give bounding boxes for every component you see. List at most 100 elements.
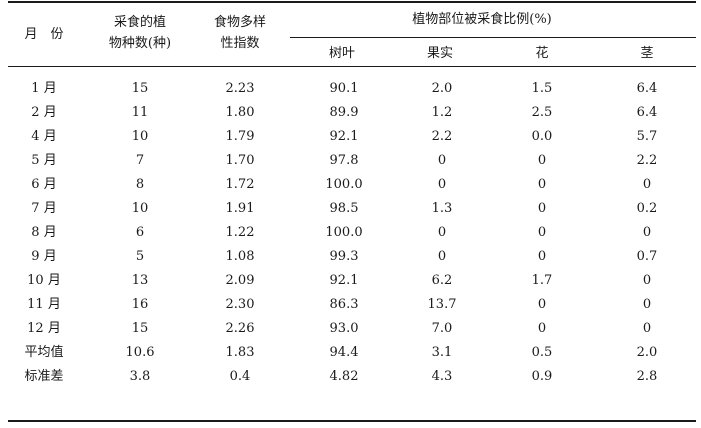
- header-leaf: 树叶: [328, 46, 356, 61]
- cell-leaf: 100.0: [325, 177, 363, 192]
- cell-stem: 2.0: [636, 345, 658, 360]
- cell-month: 1 月: [31, 81, 57, 96]
- cell-stem: 2.8: [636, 369, 658, 384]
- cell-diversity: 2.30: [225, 297, 255, 312]
- cell-fruit: 7.0: [431, 321, 453, 336]
- cell-stem: 0: [642, 321, 652, 336]
- header-diversity: 食物多样 性指数: [214, 12, 266, 54]
- header-diversity-line2: 性指数: [220, 36, 260, 51]
- cell-flower: 0: [537, 177, 547, 192]
- cell-fruit: 2.0: [431, 81, 453, 96]
- cell-species: 13: [131, 273, 149, 288]
- cell-leaf: 89.9: [329, 105, 359, 120]
- header-fruit: 果实: [426, 46, 454, 61]
- cell-leaf: 97.8: [329, 153, 359, 168]
- cell-species: 7: [135, 153, 145, 168]
- cell-flower: 2.5: [531, 105, 553, 120]
- cell-flower: 0: [537, 249, 547, 264]
- cell-stem: 0: [642, 225, 652, 240]
- cell-flower: 0: [537, 297, 547, 312]
- cell-leaf: 98.5: [329, 201, 359, 216]
- header-species-line2: 物种数(种): [108, 36, 172, 51]
- cell-stem: 0: [642, 177, 652, 192]
- cell-flower: 1.7: [531, 273, 553, 288]
- cell-leaf: 4.82: [329, 369, 359, 384]
- header-diversity-line1: 食物多样: [213, 15, 267, 30]
- cell-fruit: 4.3: [431, 369, 453, 384]
- cell-month: 2 月: [31, 105, 57, 120]
- cell-species: 3.8: [129, 369, 151, 384]
- cell-flower: 0.9: [531, 369, 553, 384]
- cell-diversity: 1.80: [225, 105, 255, 120]
- cell-diversity: 1.83: [225, 345, 255, 360]
- cell-diversity: 2.26: [225, 321, 255, 336]
- cell-stem: 5.7: [636, 129, 658, 144]
- cell-flower: 0: [537, 321, 547, 336]
- cell-diversity: 2.23: [225, 81, 255, 96]
- cell-species: 11: [131, 105, 149, 120]
- cell-flower: 1.5: [531, 81, 553, 96]
- cell-leaf: 93.0: [329, 321, 359, 336]
- cell-stem: 0.7: [636, 249, 658, 264]
- header-species-line1: 采食的植: [113, 15, 166, 30]
- cell-diversity: 2.09: [225, 273, 255, 288]
- cell-species: 15: [131, 321, 149, 336]
- cell-stem: 0: [642, 273, 652, 288]
- cell-leaf: 99.3: [329, 249, 359, 264]
- cell-flower: 0.5: [531, 345, 553, 360]
- cell-species: 6: [135, 225, 145, 240]
- cell-species: 8: [135, 177, 145, 192]
- cell-diversity: 1.70: [225, 153, 255, 168]
- parts-group-rule: [290, 37, 696, 38]
- cell-month: 平均值: [24, 345, 64, 360]
- cell-leaf: 90.1: [329, 81, 359, 96]
- cell-fruit: 2.2: [431, 129, 453, 144]
- cell-month: 12 月: [27, 321, 61, 336]
- cell-month: 9 月: [31, 249, 57, 264]
- cell-flower: 0: [537, 225, 547, 240]
- cell-diversity: 1.79: [225, 129, 255, 144]
- cell-diversity: 0.4: [229, 369, 251, 384]
- cell-fruit: 0: [437, 177, 447, 192]
- cell-species: 15: [131, 81, 149, 96]
- cell-fruit: 0: [437, 225, 447, 240]
- cell-month: 5 月: [31, 153, 57, 168]
- cell-month: 标准差: [24, 369, 64, 384]
- cell-fruit: 6.2: [431, 273, 453, 288]
- cell-leaf: 92.1: [329, 129, 359, 144]
- cell-diversity: 1.22: [225, 225, 255, 240]
- cell-fruit: 1.2: [431, 105, 453, 120]
- table-top-rule: [8, 1, 696, 3]
- cell-leaf: 94.4: [329, 345, 359, 360]
- cell-diversity: 1.08: [225, 249, 255, 264]
- cell-flower: 0.0: [531, 129, 553, 144]
- cell-fruit: 0: [437, 249, 447, 264]
- cell-species: 10: [131, 201, 149, 216]
- cell-month: 6 月: [31, 177, 57, 192]
- cell-species: 5: [135, 249, 145, 264]
- cell-fruit: 13.7: [427, 297, 457, 312]
- cell-stem: 2.2: [636, 153, 658, 168]
- cell-month: 11 月: [27, 297, 61, 312]
- table-header-rule: [8, 66, 696, 67]
- header-stem: 茎: [640, 46, 654, 61]
- table-bottom-rule: [8, 420, 696, 422]
- cell-month: 8 月: [31, 225, 57, 240]
- cell-stem: 6.4: [636, 81, 658, 96]
- cell-stem: 0.2: [636, 201, 658, 216]
- cell-diversity: 1.72: [225, 177, 255, 192]
- cell-stem: 0: [642, 297, 652, 312]
- cell-fruit: 1.3: [431, 201, 453, 216]
- cell-month: 10 月: [27, 273, 61, 288]
- cell-flower: 0: [537, 201, 547, 216]
- header-flower: 花: [535, 46, 549, 61]
- cell-leaf: 86.3: [329, 297, 359, 312]
- header-parts-group: 植物部位被采食比例(%): [412, 12, 552, 27]
- cell-leaf: 100.0: [325, 225, 363, 240]
- cell-stem: 6.4: [636, 105, 658, 120]
- cell-month: 7 月: [31, 201, 57, 216]
- cell-species: 10.6: [125, 345, 155, 360]
- cell-leaf: 92.1: [329, 273, 359, 288]
- cell-month: 4 月: [31, 129, 57, 144]
- cell-species: 16: [131, 297, 149, 312]
